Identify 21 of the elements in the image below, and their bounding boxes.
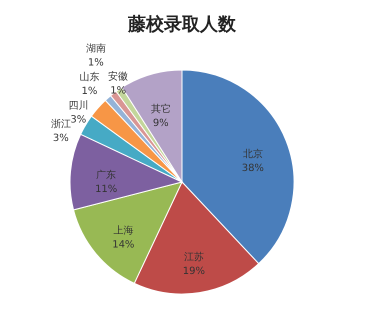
data-label: 3%	[70, 114, 86, 126]
data-label: 1%	[81, 86, 98, 97]
chart-title: 藤校录取人数	[127, 14, 237, 35]
slice-label: 其它	[150, 102, 171, 115]
slice-label: 广东	[96, 168, 116, 181]
slice-label: 四川	[68, 100, 88, 112]
data-label: 1%	[110, 86, 126, 97]
slice-label: 湖南	[86, 42, 106, 54]
data-label: 9%	[152, 118, 169, 129]
slice-label: 浙江	[50, 118, 71, 130]
slice-label: 山东	[79, 70, 100, 83]
data-label: 11%	[95, 184, 118, 195]
data-label: 1%	[88, 57, 104, 68]
slice-label: 北京	[242, 148, 263, 160]
slice-label: 上海	[113, 224, 134, 237]
data-label: 38%	[242, 162, 264, 174]
data-label: 14%	[112, 240, 134, 251]
data-label: 19%	[182, 266, 206, 278]
slice-label: 江苏	[184, 251, 204, 264]
data-label: 3%	[52, 132, 69, 144]
slice-label: 安徽	[108, 70, 128, 83]
